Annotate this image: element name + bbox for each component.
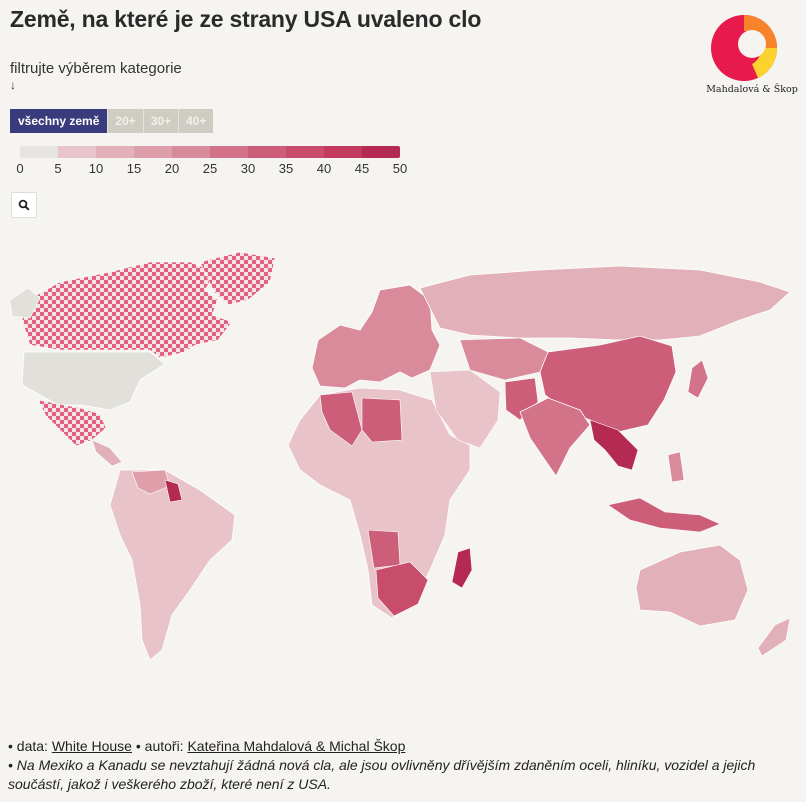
filter-hint: filtrujte výběrem kategorie bbox=[10, 60, 182, 77]
region-canada[interactable] bbox=[21, 261, 233, 359]
region-central-america[interactable] bbox=[91, 439, 123, 467]
legend-tick: 35 bbox=[278, 161, 294, 176]
legend-bar bbox=[20, 146, 400, 158]
legend-tick: 20 bbox=[164, 161, 180, 176]
region-alaska[interactable] bbox=[9, 287, 41, 319]
authors-link[interactable]: Kateřina Mahdalová & Michal Škop bbox=[187, 738, 406, 754]
region-philippines[interactable] bbox=[667, 451, 685, 483]
region-africa[interactable] bbox=[287, 387, 471, 619]
legend-swatch bbox=[172, 146, 210, 158]
category-filter: všechny země 20+ 30+ 40+ bbox=[10, 109, 214, 133]
region-angola[interactable] bbox=[367, 529, 401, 569]
logo-icon bbox=[711, 15, 778, 81]
region-venezuela[interactable] bbox=[131, 469, 171, 495]
region-greenland[interactable] bbox=[199, 251, 276, 306]
legend-swatch bbox=[248, 146, 286, 158]
legend-swatch bbox=[210, 146, 248, 158]
world-map[interactable] bbox=[0, 250, 806, 670]
region-libya[interactable] bbox=[361, 397, 403, 443]
source-line: • data: White House • autoři: Kateřina M… bbox=[8, 737, 798, 756]
filter-all-countries-button[interactable]: všechny země bbox=[10, 109, 109, 133]
region-southern-africa[interactable] bbox=[375, 561, 429, 617]
color-legend: 0 5 10 15 20 25 30 35 40 45 50 bbox=[16, 146, 407, 179]
legend-swatch bbox=[362, 146, 400, 158]
region-guyana[interactable] bbox=[164, 479, 183, 503]
region-southeast-asia[interactable] bbox=[589, 419, 639, 471]
legend-swatch bbox=[324, 146, 362, 158]
data-prefix: • data: bbox=[8, 738, 52, 754]
region-indonesia[interactable] bbox=[607, 497, 721, 533]
filter-20-plus-button[interactable]: 20+ bbox=[108, 109, 144, 133]
filter-30-plus-button[interactable]: 30+ bbox=[143, 109, 180, 133]
region-australia[interactable] bbox=[635, 544, 749, 627]
legend-tick: 10 bbox=[88, 161, 104, 176]
region-madagascar[interactable] bbox=[451, 547, 473, 589]
region-russia[interactable] bbox=[419, 265, 791, 341]
footnote: • Na Mexiko a Kanadu se nevztahují žádná… bbox=[8, 757, 756, 792]
region-europe[interactable] bbox=[311, 284, 441, 389]
authors-prefix: • autoři: bbox=[131, 738, 188, 754]
legend-ticks: 0 5 10 15 20 25 30 35 40 45 50 bbox=[16, 161, 407, 179]
region-new-zealand[interactable] bbox=[757, 617, 791, 657]
legend-tick: 15 bbox=[126, 161, 142, 176]
legend-swatch bbox=[286, 146, 324, 158]
legend-tick: 25 bbox=[202, 161, 218, 176]
footer-notes: • data: White House • autoři: Kateřina M… bbox=[8, 737, 798, 794]
page-title: Země, na které je ze strany USA uvaleno … bbox=[10, 6, 482, 32]
legend-tick: 45 bbox=[354, 161, 370, 176]
region-south-america[interactable] bbox=[109, 469, 236, 661]
logo-text: Mahdalová & Škop bbox=[706, 84, 798, 95]
legend-swatch bbox=[58, 146, 96, 158]
down-arrow-icon: ↓ bbox=[10, 78, 16, 92]
legend-tick: 50 bbox=[392, 161, 408, 176]
zoom-button[interactable] bbox=[11, 192, 37, 218]
data-source-link[interactable]: White House bbox=[51, 738, 132, 754]
region-algeria[interactable] bbox=[319, 391, 363, 447]
region-middle-east[interactable] bbox=[429, 369, 501, 449]
brand-logo[interactable]: Mahdalová & Škop bbox=[706, 12, 798, 98]
region-india[interactable] bbox=[519, 397, 591, 477]
region-japan[interactable] bbox=[687, 359, 709, 399]
legend-tick: 0 bbox=[16, 161, 24, 176]
legend-swatch bbox=[20, 146, 58, 158]
legend-swatch bbox=[96, 146, 134, 158]
filter-40-plus-button[interactable]: 40+ bbox=[179, 109, 214, 133]
legend-tick: 5 bbox=[54, 161, 62, 176]
legend-tick: 30 bbox=[240, 161, 256, 176]
legend-swatch bbox=[134, 146, 172, 158]
region-usa[interactable] bbox=[21, 351, 166, 411]
legend-tick: 40 bbox=[316, 161, 332, 176]
search-icon bbox=[18, 199, 30, 211]
